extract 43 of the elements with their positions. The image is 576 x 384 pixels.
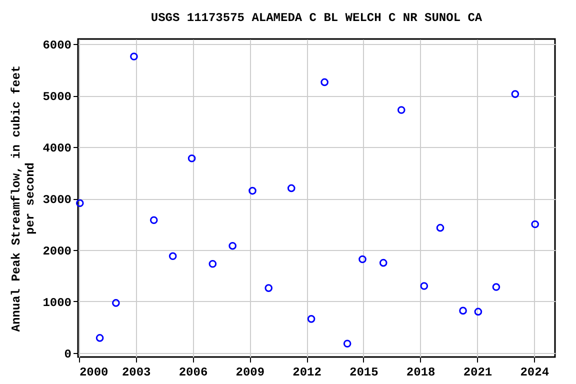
y-tick-label: 1000 — [42, 296, 72, 310]
point — [168, 252, 177, 260]
point — [188, 154, 196, 162]
point — [112, 299, 120, 307]
y-tick-label: 0 — [64, 347, 72, 362]
x-tick-label: 2015 — [350, 366, 378, 380]
point — [228, 242, 236, 250]
point — [474, 308, 482, 316]
point — [307, 315, 316, 323]
point — [511, 90, 520, 98]
y-tick-label: 3000 — [42, 193, 72, 208]
x-tick-label: 2021 — [463, 366, 492, 380]
point — [459, 306, 467, 315]
point — [76, 199, 84, 208]
point — [358, 255, 366, 264]
y-tick-label: 6000 — [42, 38, 72, 53]
x-tick-label: 2018 — [406, 366, 436, 380]
y-axis-title: Annual Peak Streamflow, in cubic feet per second — [10, 65, 38, 332]
point — [492, 283, 500, 291]
point — [208, 260, 217, 268]
x-tick-label: 2009 — [236, 366, 265, 380]
point — [436, 224, 444, 232]
point — [150, 216, 158, 224]
point — [420, 282, 428, 290]
point — [96, 334, 104, 342]
point — [379, 258, 388, 267]
x-tick-label: 2000 — [79, 366, 108, 380]
x-tick-label: 2006 — [178, 366, 208, 380]
x-tick-label: 2024 — [520, 366, 550, 380]
point — [264, 284, 273, 292]
y-tick-label: 5000 — [42, 90, 72, 104]
point — [343, 340, 352, 348]
point — [130, 52, 138, 60]
y-tick-label: 2000 — [42, 244, 72, 258]
y-tick-label: 4000 — [42, 142, 72, 156]
point — [531, 220, 539, 228]
x-tick-label: 2012 — [292, 366, 322, 380]
point — [287, 184, 296, 192]
point — [248, 186, 256, 195]
point — [320, 78, 328, 86]
x-tick-label: 2003 — [122, 366, 151, 380]
point — [397, 106, 406, 114]
chart-title: USGS 11173575 ALAMEDA C BL WELCH C NR SUNOL CA — [150, 11, 483, 26]
